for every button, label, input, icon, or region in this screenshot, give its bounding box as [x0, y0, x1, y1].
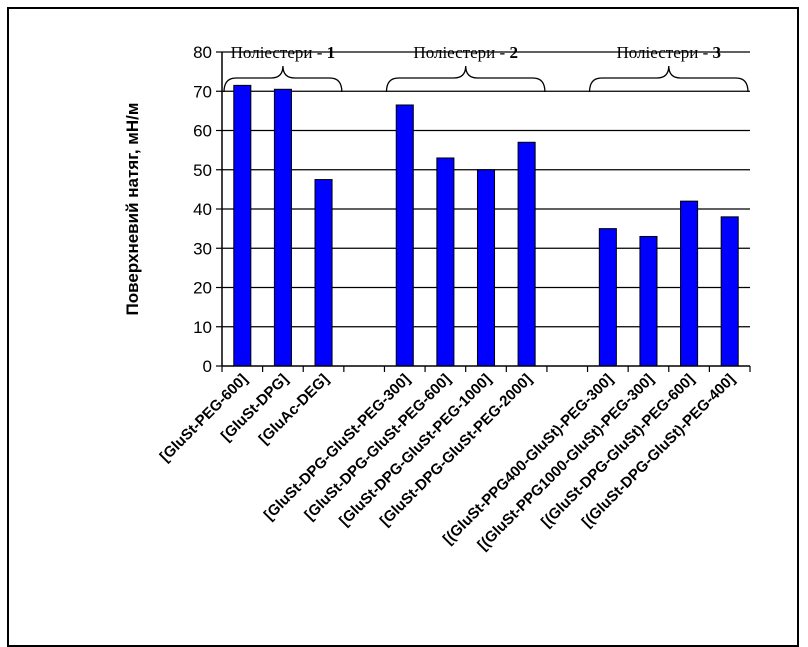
group-label: Поліестери - 1 — [231, 43, 336, 62]
bar — [720, 216, 739, 367]
group-brace — [588, 65, 749, 93]
bar — [233, 84, 252, 367]
bar — [517, 141, 536, 367]
bar — [436, 157, 455, 367]
bar — [598, 228, 617, 367]
y-tick-label: 30 — [193, 239, 212, 258]
y-tick-label: 50 — [193, 161, 212, 180]
group-brace — [223, 65, 343, 93]
x-tick-label: [(GluSt-DPG-GluSt)-PEG-600] — [538, 371, 698, 531]
group-label: Поліестери - 2 — [413, 43, 518, 62]
bar — [680, 200, 699, 367]
bar — [314, 179, 333, 367]
y-tick-label: 20 — [193, 279, 212, 298]
x-tick-label: [GluSt-DPG-GluSt-PEG-300] — [261, 371, 414, 524]
bar — [395, 104, 414, 367]
bar — [273, 88, 292, 367]
y-axis-title: Поверхневий натяг, мН/м — [123, 103, 142, 316]
y-tick-label: 10 — [193, 318, 212, 337]
y-tick-label: 60 — [193, 122, 212, 141]
y-tick-label: 80 — [193, 43, 212, 62]
y-tick-label: 70 — [193, 82, 212, 101]
y-tick-label: 40 — [193, 200, 212, 219]
y-tick-label: 0 — [203, 357, 212, 376]
bar — [639, 235, 658, 367]
bar — [476, 169, 496, 367]
group-brace — [385, 65, 546, 93]
group-label: Поліестери - 3 — [617, 43, 722, 62]
